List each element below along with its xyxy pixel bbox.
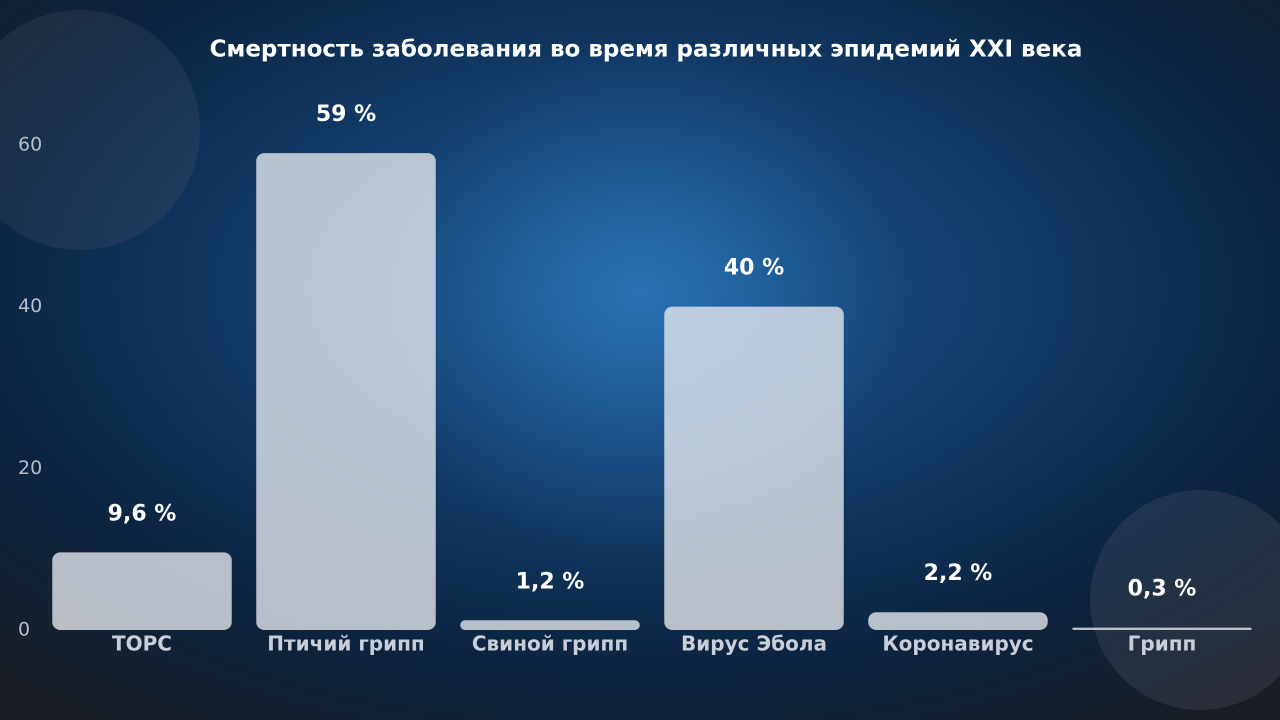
y-tick-label: 20 — [18, 457, 42, 479]
bar — [1072, 627, 1252, 630]
x-tick-label: Вирус Эбола — [681, 632, 827, 656]
value-label: 9,6 % — [108, 501, 177, 526]
value-label: 59 % — [316, 102, 376, 127]
background-blob — [1090, 490, 1280, 710]
value-label: 40 % — [724, 256, 784, 281]
value-label: 1,2 % — [516, 569, 585, 594]
value-label: 2,2 % — [924, 561, 993, 586]
bar — [460, 620, 640, 630]
y-tick-label: 40 — [18, 295, 42, 317]
x-tick-label: Коронавирус — [882, 632, 1033, 656]
y-tick-label: 60 — [18, 134, 42, 156]
bar — [664, 306, 844, 630]
x-tick-label: ТОРС — [112, 632, 172, 656]
bar — [868, 612, 1048, 630]
chart-title: Смертность заболевания во время различны… — [210, 37, 1083, 63]
y-tick-label: 0 — [18, 619, 30, 641]
x-tick-label: Птичий грипп — [267, 632, 424, 656]
x-tick-label: Свиной грипп — [472, 632, 628, 656]
background-blob — [0, 10, 200, 250]
bar — [52, 552, 232, 630]
bar — [256, 153, 436, 631]
x-tick-label: Грипп — [1128, 632, 1197, 656]
value-label: 0,3 % — [1128, 577, 1197, 602]
